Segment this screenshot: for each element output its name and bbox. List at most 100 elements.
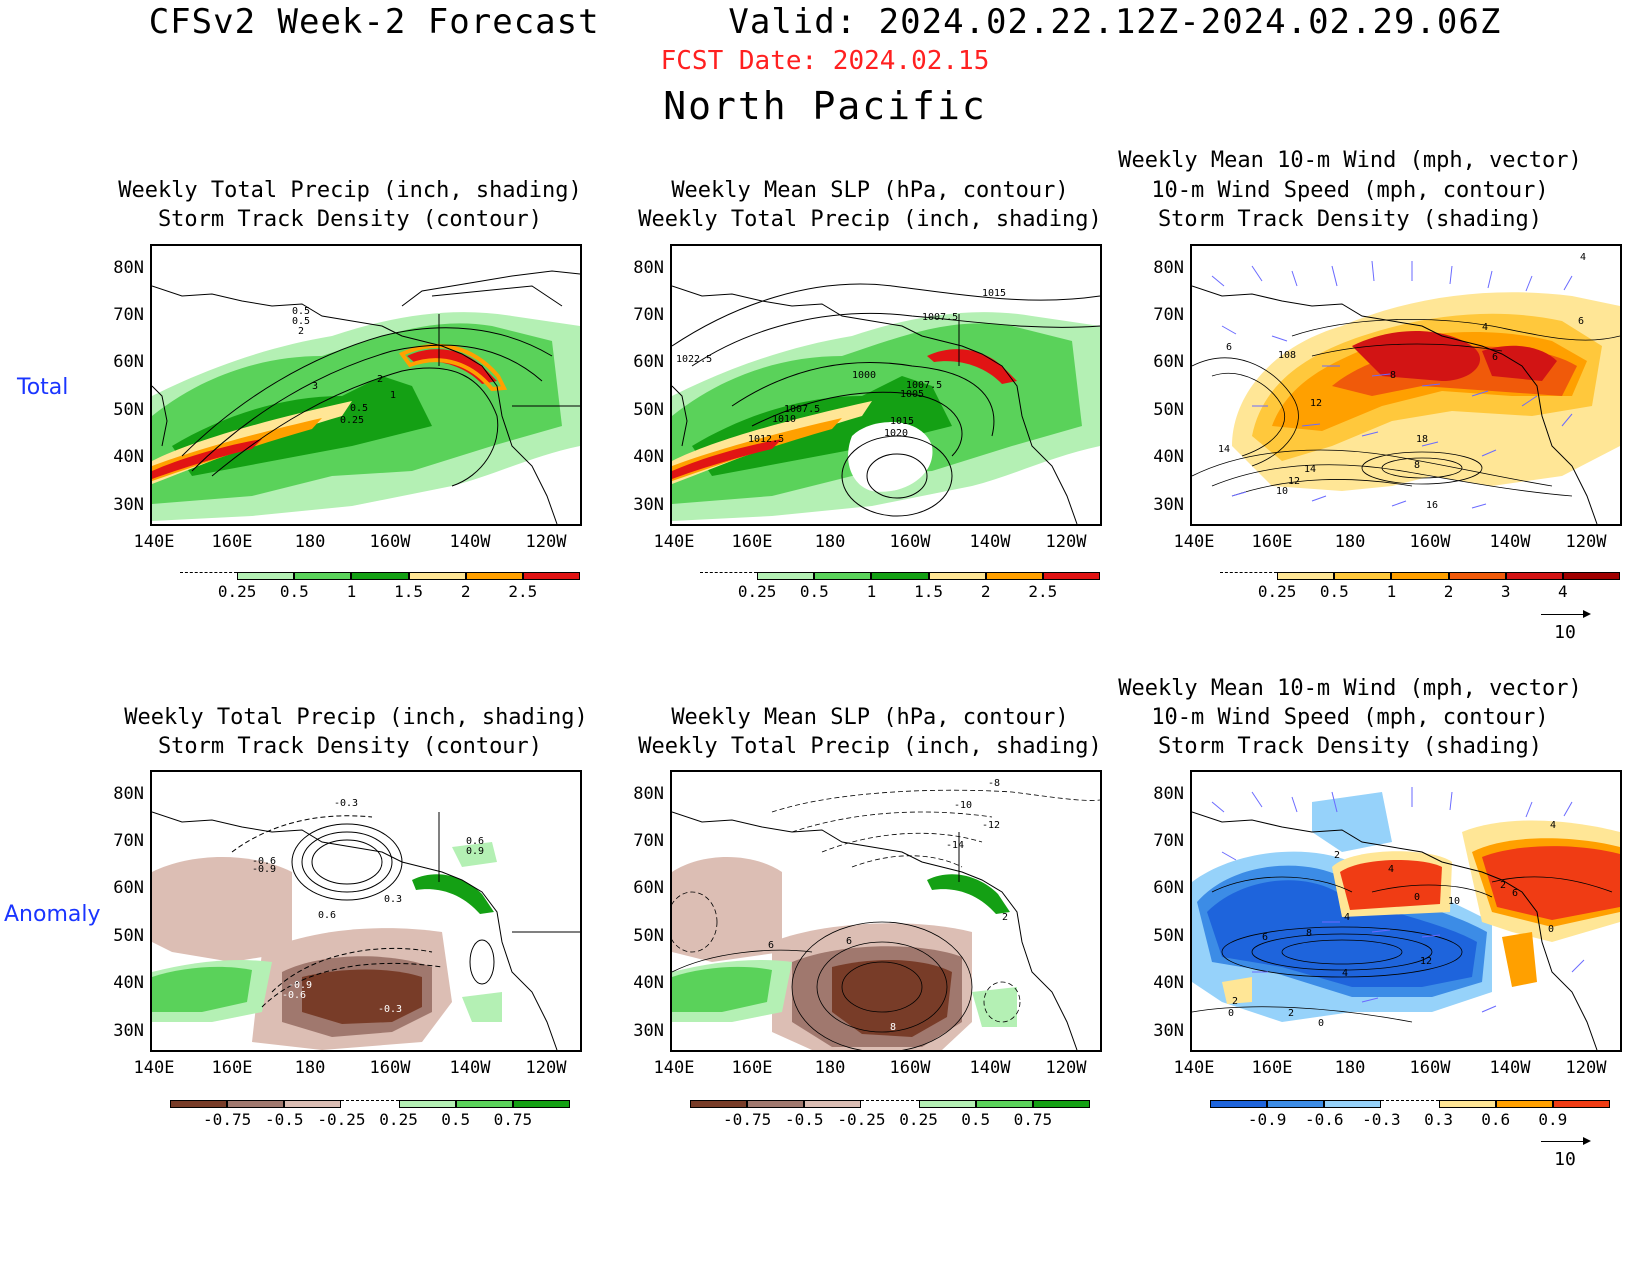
panel4-map: -0.3 -0.6 -0.9 0.6 0.9 0.3 0.6 -0.9 -0.6…: [150, 770, 582, 1052]
storm-anom-neg-light: [1312, 792, 1392, 852]
storm-density-max: [1482, 345, 1557, 381]
colorbar-segment: [804, 1100, 862, 1108]
lon-tick-label: 160E: [211, 1058, 253, 1078]
lon-tick-label: 140W: [449, 1058, 491, 1078]
lon-tick-label: 160W: [1409, 532, 1451, 552]
precip-anom-wet: [152, 966, 252, 1012]
panel4-plot: -0.3 -0.6 -0.9 0.6 0.9 0.3 0.6 -0.9 -0.6…: [152, 798, 580, 1050]
precip-anom-wet-light: [452, 842, 497, 867]
contour-label: 8: [1414, 460, 1420, 471]
lat-tick-label: 80N: [1153, 784, 1184, 804]
colorbar-label: 0.75: [493, 1110, 533, 1129]
lat-tick-label: 50N: [633, 400, 664, 420]
coastline: [672, 811, 1078, 1050]
lat-tick-label: 50N: [113, 926, 144, 946]
lon-tick-label: 120W: [1565, 1058, 1607, 1078]
lon-tick-label: 180: [814, 532, 846, 552]
contour-label: 12: [1420, 956, 1432, 967]
contour-label: 0: [1548, 924, 1554, 935]
contour-label: 2: [1288, 1008, 1294, 1019]
contour-label: 1007.5: [906, 380, 942, 391]
contour-label: -0.3: [378, 1004, 402, 1015]
panel3-map: 4 6 4 6 10 8 8 6 12 14 14 12 10 18 8 16: [1190, 244, 1622, 526]
lon-tick-label: 160E: [731, 532, 773, 552]
contour-label: -0.6: [252, 856, 276, 867]
precip-red-band: [672, 439, 782, 479]
panel2-title-line1: Weekly Mean SLP (hPa, contour): [671, 178, 1069, 203]
lat-tick-label: 50N: [1153, 926, 1184, 946]
vector-key-top: 10: [1525, 608, 1605, 643]
colorbar-label: 0.9: [1538, 1110, 1568, 1129]
lon-tick-label: 160W: [889, 1058, 931, 1078]
lat-tick-label: 70N: [633, 305, 664, 325]
lat-tick-label: 60N: [1153, 878, 1184, 898]
colorbar-segment: [1210, 1100, 1268, 1108]
contour-label: 1015: [982, 288, 1006, 299]
lat-tick-label: 70N: [1153, 831, 1184, 851]
contour-label: 6: [1262, 932, 1268, 943]
storm-anom-pos-light: [1502, 932, 1537, 987]
contour-label: 1007.5: [922, 312, 958, 323]
colorbar-segment: [1324, 1100, 1382, 1108]
storm-anom-contour: [271, 947, 433, 993]
contour-label: 1022.5: [676, 354, 712, 365]
panel6-title-line0: Weekly Mean 10-m Wind (mph, vector): [1118, 676, 1582, 701]
lon-tick-label: 160W: [369, 1058, 411, 1078]
storm-track-contour: [211, 367, 499, 487]
contour-label: 0.6: [466, 836, 484, 847]
colorbar-segment: [1032, 1100, 1090, 1108]
lon-tick-label: 160W: [1409, 1058, 1451, 1078]
contour-label: -0.9: [288, 980, 312, 991]
precip-anom-dry-light: [672, 857, 782, 962]
lat-tick-label: 30N: [1153, 495, 1184, 515]
slp-high-contour: [841, 435, 953, 517]
colorbar-segment: [170, 1100, 228, 1108]
storm-anom-contour: [231, 815, 373, 853]
colorbar-segment: [871, 572, 929, 580]
contour-label: -0.3: [334, 798, 358, 809]
storm-track-contour: [191, 344, 543, 472]
precip-anom-wet: [672, 966, 772, 1012]
precip-anom-wet-light: [972, 987, 1017, 1027]
contour-label: 6: [1492, 352, 1498, 363]
lat-tick-label: 60N: [1153, 352, 1184, 372]
contour-label: -0.9: [252, 864, 276, 875]
panel6-map: 4 2 4 0 10 2 6 0 4 8 6 12 4 2 0 2 0: [1190, 770, 1622, 1052]
colorbar-label: -0.3: [1362, 1110, 1401, 1129]
coastal-precip-orange: [398, 343, 508, 392]
contour-label: 6: [1578, 316, 1584, 327]
colorbar-precip: 0.25 0.5 1 1.5 2 2.5: [700, 572, 1100, 601]
colorbar-segment: [1448, 572, 1506, 580]
slp-contour: [672, 283, 1100, 347]
contour-label: 3: [312, 381, 318, 392]
lat-tick-label: 30N: [113, 495, 144, 515]
colorbar-precip: 0.25 0.5 1 1.5 2 2.5: [180, 572, 580, 601]
contour-label: -8: [988, 778, 1000, 789]
forecast-date: FCST Date: 2024.02.15: [660, 46, 990, 76]
row-label-anomaly: Anomaly: [4, 902, 101, 927]
contour-label: 0.25: [340, 415, 364, 426]
slp-contour: [731, 361, 995, 437]
vector-key-bottom: 10: [1525, 1135, 1605, 1170]
lat-tick-label: 80N: [113, 258, 144, 278]
storm-track-contour: [181, 327, 553, 457]
lon-tick-label: 140E: [653, 1058, 695, 1078]
lat-tick-label: 40N: [1153, 447, 1184, 467]
lon-tick-label: 140W: [969, 532, 1011, 552]
colorbar-label: 0.5: [279, 582, 309, 601]
panel3-plot: 4 6 4 6 10 8 8 6 12 14 14 12 10 18 8 16: [1192, 252, 1620, 524]
contour-label: 4: [1482, 322, 1488, 333]
colorbar-label: 0.25: [1257, 582, 1297, 601]
colorbar-segment: [237, 572, 295, 580]
contour-label: 18: [1416, 434, 1428, 445]
colorbar-label: 4: [1558, 582, 1568, 601]
panel5-title-line2: Weekly Total Precip (inch, shading): [638, 734, 1102, 759]
lon-tick-label: 160E: [211, 532, 253, 552]
slp-high-contour: [866, 453, 928, 499]
lat-tick-label: 30N: [633, 1021, 664, 1041]
lat-tick-label: 80N: [1153, 258, 1184, 278]
lat-tick-label: 60N: [113, 878, 144, 898]
contour-label: 10: [1278, 350, 1290, 361]
coastline: [672, 385, 688, 447]
colorbar-segment: [284, 1100, 342, 1108]
